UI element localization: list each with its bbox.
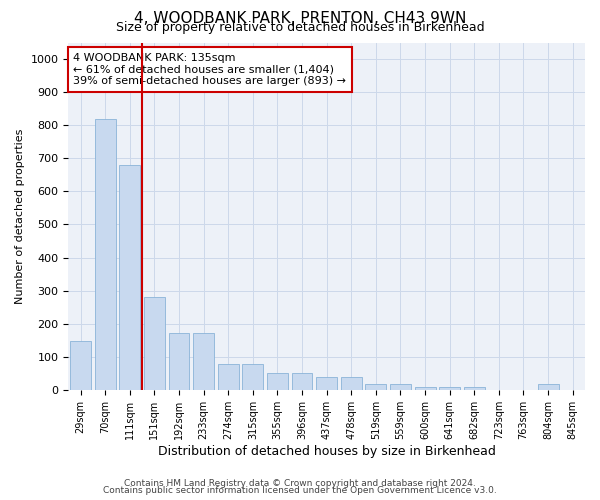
Text: 4 WOODBANK PARK: 135sqm
← 61% of detached houses are smaller (1,404)
39% of semi: 4 WOODBANK PARK: 135sqm ← 61% of detache… [73,53,346,86]
Bar [218,364,239,390]
Bar [70,341,91,390]
X-axis label: Distribution of detached houses by size in Birkenhead: Distribution of detached houses by size … [158,444,496,458]
Bar [341,376,362,390]
Bar [292,374,313,390]
Bar [267,374,288,390]
Bar [365,384,386,390]
Y-axis label: Number of detached properties: Number of detached properties [15,128,25,304]
Text: Size of property relative to detached houses in Birkenhead: Size of property relative to detached ho… [116,21,484,34]
Bar [95,118,116,390]
Bar [169,333,190,390]
Bar [242,364,263,390]
Bar [316,376,337,390]
Bar [538,384,559,390]
Bar [415,386,436,390]
Bar [390,384,411,390]
Text: 4, WOODBANK PARK, PRENTON, CH43 9WN: 4, WOODBANK PARK, PRENTON, CH43 9WN [134,11,466,26]
Bar [119,165,140,390]
Bar [193,333,214,390]
Bar [464,387,485,390]
Text: Contains public sector information licensed under the Open Government Licence v3: Contains public sector information licen… [103,486,497,495]
Text: Contains HM Land Registry data © Crown copyright and database right 2024.: Contains HM Land Registry data © Crown c… [124,478,476,488]
Bar [439,386,460,390]
Bar [144,297,165,390]
